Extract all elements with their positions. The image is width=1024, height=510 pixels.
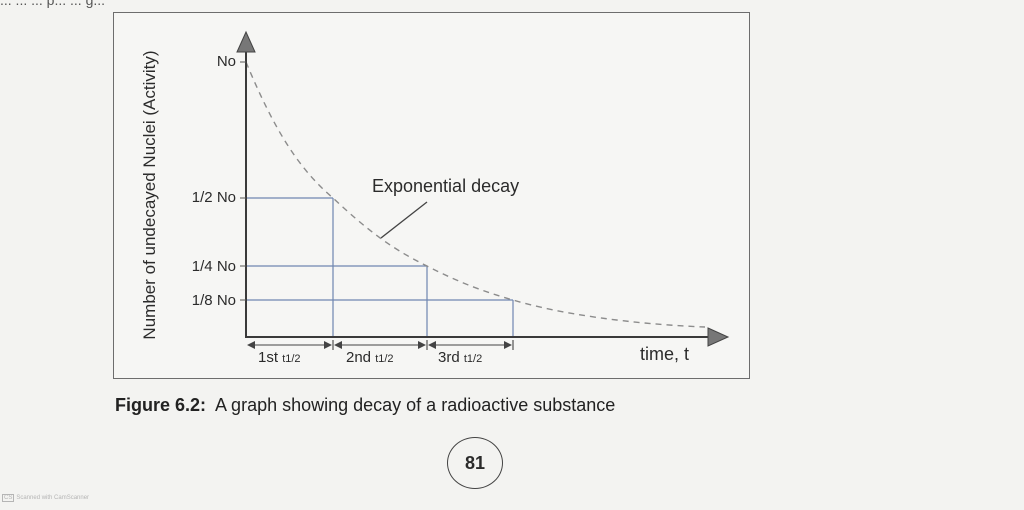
y-axis-arrowhead [236,30,256,53]
camscanner-logo-icon: CS [2,494,15,502]
interval-label-2: 2nd t1/2 [346,349,394,366]
curve-label-pointer [380,201,428,239]
figure-number: Figure 6.2: [115,395,207,415]
x-axis-arrowhead [707,327,730,347]
interval-label-3: 3rd t1/2 [438,349,483,366]
scanner-watermark: CS Scanned with CamScanner [2,494,89,502]
figure-frame [113,12,750,379]
y-tick-label-no: No [216,53,236,70]
interval-label-1: 1st t1/2 [258,349,301,366]
y-tick-label-half: 1/2 No [191,189,236,206]
page-number: 81 [464,452,486,473]
cut-off-top-text: ... ... ... p... ... g... [0,0,106,8]
exponential-decay-curve [245,61,706,328]
page-number-circle: 81 [447,437,503,489]
figure-caption-text: A graph showing decay of a radioactive s… [215,395,616,415]
y-tick-label-quarter: 1/4 No [191,258,236,275]
axes [236,30,730,347]
figure-caption: Figure 6.2: A graph showing decay of a r… [115,395,615,416]
exponential-decay-label: Exponential decay [372,176,520,196]
scanner-watermark-text: Scanned with CamScanner [16,495,90,501]
y-ticks [240,61,246,301]
half-life-guides [246,197,514,336]
x-axis-label: time, t [640,344,690,364]
y-axis-label: Number of undecayed Nuclei (Activity) [140,50,159,340]
half-life-interval-arrows [247,340,514,350]
y-tick-label-eighth: 1/8 No [191,292,236,309]
